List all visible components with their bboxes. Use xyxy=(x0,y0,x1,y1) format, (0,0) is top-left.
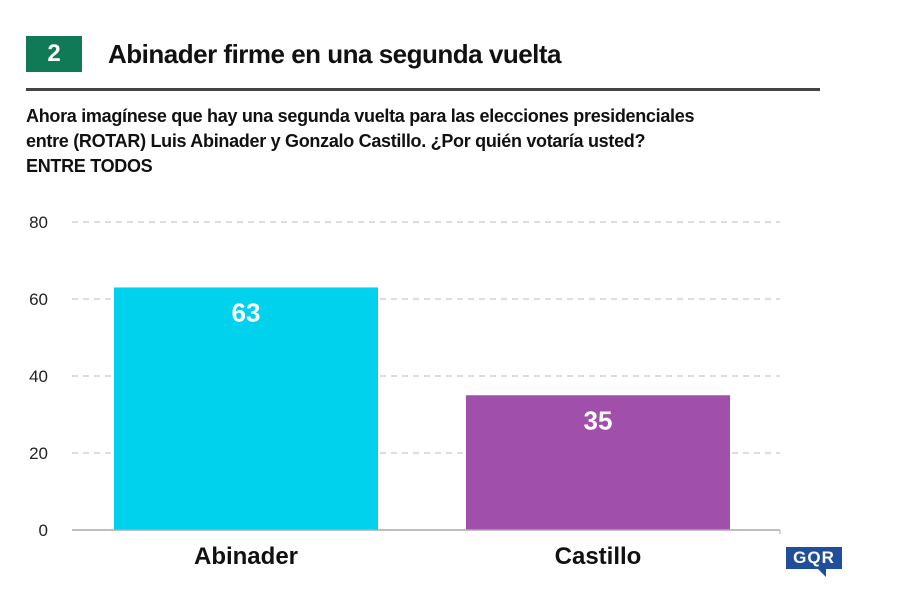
y-tick-label: 0 xyxy=(39,521,48,540)
y-tick-label: 80 xyxy=(29,213,48,232)
y-tick-label: 60 xyxy=(29,290,48,309)
question-line-2: entre (ROTAR) Luis Abinader y Gonzalo Ca… xyxy=(26,131,646,151)
section-number-badge: 2 xyxy=(26,36,82,72)
chart-title: Abinader firme en una segunda vuelta xyxy=(108,39,562,69)
question-line-3: ENTRE TODOS xyxy=(26,156,153,176)
y-tick-label: 40 xyxy=(29,367,48,386)
gqr-logo: GQR xyxy=(786,547,842,577)
title-divider xyxy=(26,88,820,91)
x-tick-label: Abinader xyxy=(194,543,298,570)
y-tick-label: 20 xyxy=(29,444,48,463)
bar-castillo xyxy=(466,395,730,530)
x-tick-label: Castillo xyxy=(555,543,642,570)
survey-question: Ahora imagínese que hay una segunda vuel… xyxy=(26,104,826,179)
data-label: 35 xyxy=(584,405,613,435)
bar-abinader xyxy=(114,287,378,530)
data-label: 63 xyxy=(232,297,261,327)
question-line-1: Ahora imagínese que hay una segunda vuel… xyxy=(26,106,695,126)
